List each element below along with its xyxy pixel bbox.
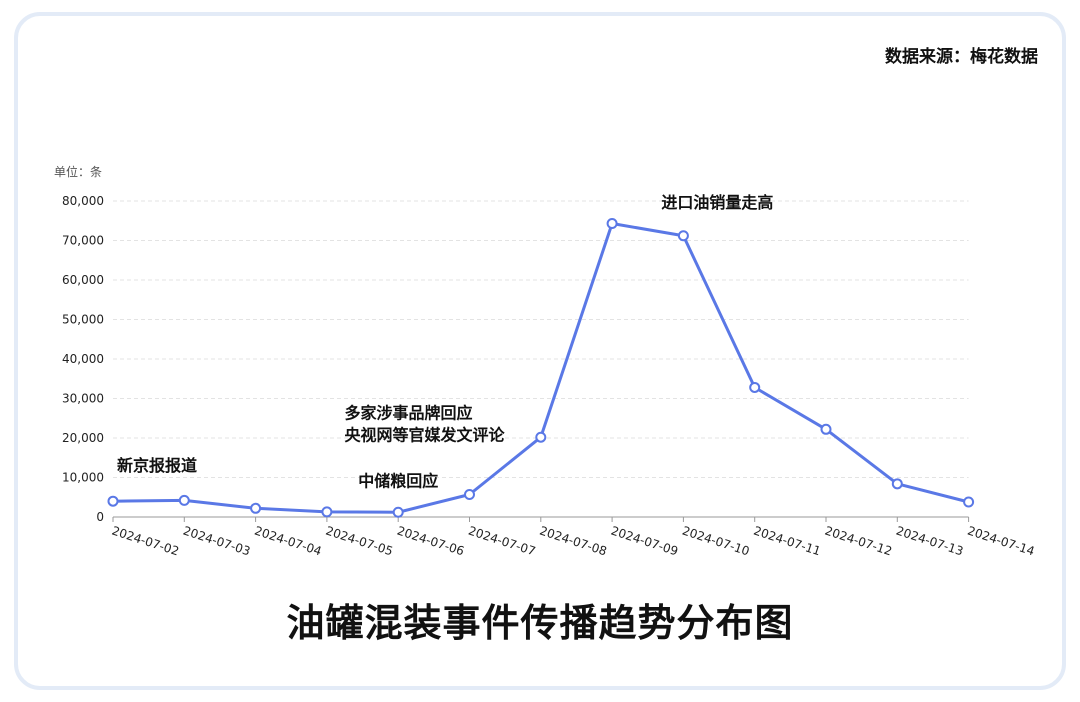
y-tick-label: 20,000 [62,431,104,445]
x-tick-label: 2024-07-02 [110,524,181,559]
chart-title: 油罐混装事件传播趋势分布图 [286,601,794,645]
data-source: 数据来源：梅花数据 [885,47,1038,67]
data-point [107,495,119,507]
y-tick-label: 10,000 [62,471,104,485]
x-tick-label: 2024-07-14 [966,524,1037,559]
y-tick-label: 0 [96,510,104,524]
data-point [891,478,903,490]
x-axis [112,516,970,522]
x-tick-label: 2024-07-11 [752,524,823,559]
y-tick-label: 50,000 [62,313,104,327]
data-point [820,423,832,435]
y-tick-label: 80,000 [62,194,104,208]
chart-card [14,12,1066,690]
y-axis-ticks: 80,000 70,000 60,000 50,000 40,000 30,000 20,0… [62,194,104,524]
x-tick-label: 2024-07-03 [181,524,252,559]
data-point [749,381,761,393]
data-point [606,218,618,230]
x-tick-label: 2024-07-08 [538,524,609,559]
y-tick-label: 40,000 [62,352,104,366]
y-tick-label: 60,000 [62,273,104,287]
series-line [112,222,969,514]
series-points [107,218,975,518]
x-tick-label: 2024-07-05 [324,524,395,559]
data-point [250,502,262,514]
annotation-label: 新京报报道 [117,456,197,475]
x-tick-label: 2024-07-12 [823,524,894,559]
data-point [392,506,404,518]
unit-label: 单位：条 [54,164,102,179]
y-tick-label: 30,000 [62,392,104,406]
x-tick-label: 2024-07-13 [894,524,965,559]
data-point [321,506,333,518]
annotation-label: 中储粮回应 [358,471,438,490]
x-tick-label: 2024-07-06 [395,524,466,559]
data-point [178,494,190,506]
y-tick-label: 70,000 [62,234,104,248]
data-point [535,431,547,443]
series-line-path [112,222,969,514]
x-tick-label: 2024-07-04 [253,524,324,559]
x-axis-ticks: 2024-07-02 2024-07-03 2024-07-04 2024-07-05… [110,524,1036,559]
x-tick-label: 2024-07-09 [609,524,680,559]
data-point [464,488,475,500]
x-tick-label: 2024-07-10 [680,524,751,559]
annotation-label: 央视网等官媒发文评论 [345,425,506,444]
annotation-label: 进口油销量走高 [661,193,773,212]
x-tick-label: 2024-07-07 [467,524,538,559]
data-point [963,496,975,508]
data-point [677,230,689,242]
annotation-label: 多家涉事品牌回应 [345,403,473,422]
